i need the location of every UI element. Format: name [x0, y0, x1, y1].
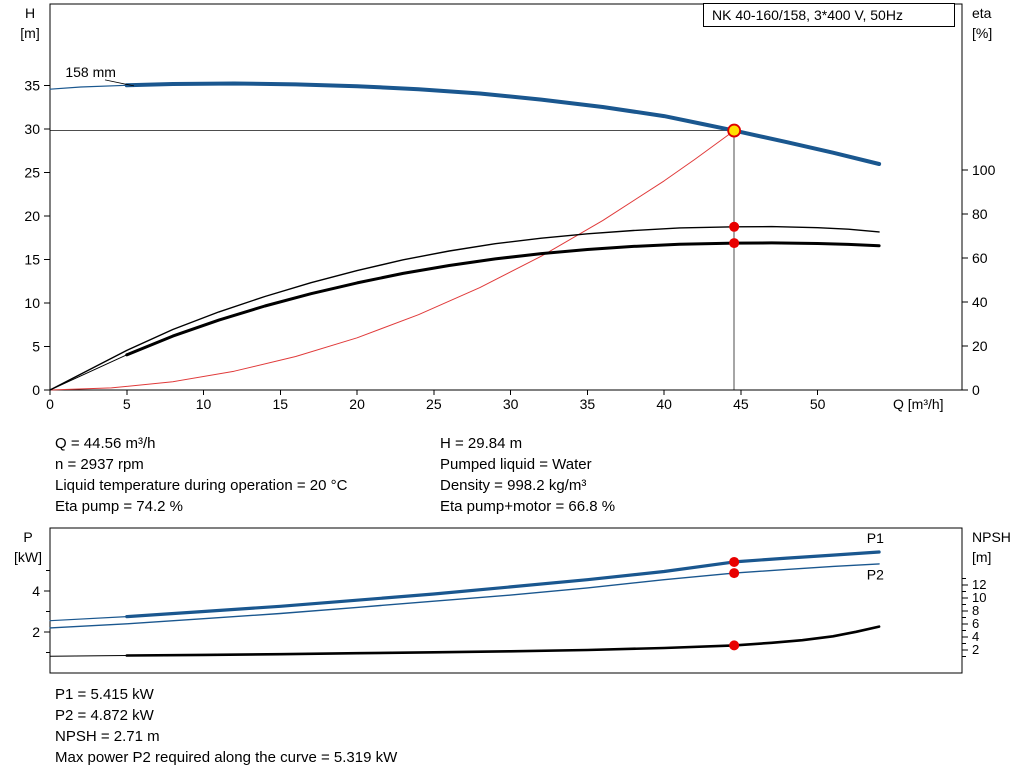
system-curve	[49, 130, 735, 391]
y-right-tick-label: 2	[972, 642, 979, 657]
x-tick-label: 15	[273, 396, 289, 412]
y-left-tick-label: 25	[24, 165, 40, 181]
duty-point	[727, 123, 742, 138]
info-line-q: Q = 44.56 m³/h	[55, 435, 156, 452]
info-line-max-power: Max power P2 required along the curve = …	[55, 749, 398, 766]
power-info: P1 = 5.415 kW P2 = 4.872 kW NPSH = 2.71 …	[55, 684, 397, 768]
duty-info-left: Q = 44.56 m³/h n = 2937 rpm Liquid tempe…	[55, 433, 347, 517]
p2-curve	[49, 563, 880, 629]
y-left-tick-label: 15	[24, 252, 40, 268]
qh-eta-chart: 0 5 10 15 20 25 30 35 40 45 50 0 5 10 15 20 25 30 35 0 20 40 6…	[20, 3, 996, 412]
x-tick-label: 40	[656, 396, 672, 412]
info-line-p2: P2 = 4.872 kW	[55, 707, 154, 724]
x-tick-label: 35	[580, 396, 596, 412]
y-left-tick-label: 10	[24, 295, 40, 311]
p1-curve-lead	[49, 616, 128, 622]
x-tick-label: 25	[426, 396, 442, 412]
impeller-size-label: 158 mm	[65, 64, 116, 80]
y-right-tick-label: 40	[972, 294, 988, 310]
p1-label: P1	[867, 530, 884, 546]
pump-model-title: NK 40-160/158, 3*400 V, 50Hz	[703, 3, 955, 27]
eta-pump-point	[729, 221, 740, 232]
npsh-curve-lead	[49, 655, 128, 657]
head-curve-158mm	[124, 81, 882, 166]
info-line-temperature: Liquid temperature during operation = 20…	[55, 477, 348, 494]
p1-curve	[125, 550, 881, 619]
head-curve-158mm-lead	[49, 84, 128, 90]
qh-eta-chart-frame	[49, 3, 963, 391]
y-left-tick-label: 35	[24, 78, 40, 94]
info-line-eta-pump: Eta pump = 74.2 %	[55, 498, 183, 515]
x-tick-label: 45	[733, 396, 749, 412]
qh-eta-chart-ylabel-right: eta	[972, 5, 992, 21]
eta-pump-motor-point	[729, 238, 740, 249]
eta-pump-motor-curve	[125, 241, 881, 357]
y-left-tick-label: 2	[32, 624, 40, 640]
y-right-tick-label: 0	[972, 382, 980, 398]
power-npsh-chart-frame	[49, 527, 963, 674]
y-right-tick-label: 6	[972, 616, 979, 631]
power-npsh-chart-ylabel-right-unit: [m]	[972, 549, 991, 565]
qh-eta-chart-ylabel-right-unit: [%]	[972, 25, 992, 41]
y-right-tick-label: 60	[972, 250, 988, 266]
y-left-tick-label: 4	[32, 583, 40, 599]
y-right-tick-label: 12	[972, 577, 986, 592]
info-line-density: Density = 998.2 kg/m³	[440, 477, 587, 494]
y-left-tick-label: 20	[24, 208, 40, 224]
y-right-tick-label: 20	[972, 338, 988, 354]
npsh-point	[729, 640, 740, 651]
y-left-tick-label: 0	[32, 382, 40, 398]
power-npsh-chart-ylabel-right: NPSH	[972, 529, 1011, 545]
qh-eta-chart-xlabel: Q [m³/h]	[893, 396, 944, 412]
duty-info-right: H = 29.84 m Pumped liquid = Water Densit…	[440, 433, 615, 517]
x-tick-label: 10	[196, 396, 212, 412]
p1-point	[729, 556, 740, 567]
x-tick-label: 20	[349, 396, 365, 412]
p2-point	[729, 568, 740, 579]
qh-eta-chart-ylabel-left: H	[25, 5, 35, 21]
y-right-tick-label: 4	[972, 629, 979, 644]
x-tick-label: 5	[123, 396, 131, 412]
info-line-npsh: NPSH = 2.71 m	[55, 728, 160, 745]
info-line-eta-pump-motor: Eta pump+motor = 66.8 %	[440, 498, 616, 515]
eta-pump-curve	[49, 225, 880, 391]
x-tick-label: 30	[503, 396, 519, 412]
x-tick-label: 50	[810, 396, 826, 412]
y-left-tick-label: 30	[24, 121, 40, 137]
power-npsh-chart-ylabel-left-unit: [kW]	[14, 549, 42, 565]
y-right-tick-label: 8	[972, 603, 979, 618]
p2-label: P2	[867, 567, 884, 583]
info-line-p1: P1 = 5.415 kW	[55, 686, 154, 703]
eta-pump-motor-curve-lead	[49, 354, 128, 391]
y-right-tick-label: 10	[972, 590, 986, 605]
power-npsh-chart-ylabel-left: P	[23, 529, 32, 545]
y-right-tick-label: 100	[972, 162, 996, 178]
y-right-tick-label: 80	[972, 206, 988, 222]
npsh-curve	[125, 625, 881, 657]
info-line-head: H = 29.84 m	[440, 435, 523, 452]
y-left-tick-label: 5	[32, 339, 40, 355]
qh-eta-chart-ylabel-left-unit: [m]	[20, 25, 39, 41]
x-tick-label: 0	[46, 396, 54, 412]
impeller-size-label-leader	[104, 79, 135, 87]
info-line-liquid: Pumped liquid = Water	[440, 456, 592, 473]
info-line-speed: n = 2937 rpm	[55, 456, 144, 473]
